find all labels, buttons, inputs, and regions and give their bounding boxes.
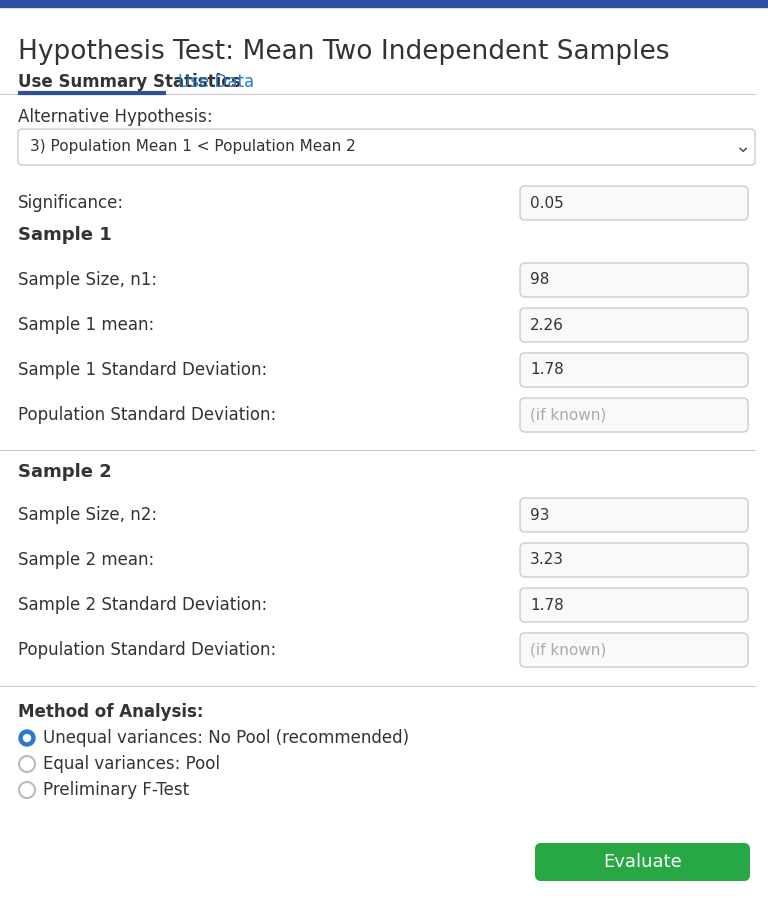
Text: (if known): (if known)	[530, 642, 606, 657]
Text: Population Standard Deviation:: Population Standard Deviation:	[18, 406, 276, 424]
Text: Sample Size, n2:: Sample Size, n2:	[18, 506, 157, 524]
Text: Preliminary F-Test: Preliminary F-Test	[43, 781, 189, 799]
FancyBboxPatch shape	[520, 263, 748, 297]
FancyBboxPatch shape	[520, 398, 748, 432]
Text: Evaluate: Evaluate	[603, 853, 682, 871]
Text: Significance:: Significance:	[18, 194, 124, 212]
FancyBboxPatch shape	[520, 633, 748, 667]
Text: 1.78: 1.78	[530, 363, 564, 377]
FancyBboxPatch shape	[520, 543, 748, 577]
FancyBboxPatch shape	[18, 129, 755, 165]
Text: Sample 2: Sample 2	[18, 463, 112, 481]
Text: 2.26: 2.26	[530, 318, 564, 332]
Circle shape	[19, 782, 35, 798]
Bar	[0, 0, 768, 7]
Text: Sample Size, n1:: Sample Size, n1:	[18, 271, 157, 289]
Text: Sample 1 Standard Deviation:: Sample 1 Standard Deviation:	[18, 361, 267, 379]
FancyBboxPatch shape	[520, 588, 748, 622]
Text: Unequal variances: No Pool (recommended): Unequal variances: No Pool (recommended)	[43, 729, 409, 747]
Text: Hypothesis Test: Mean Two Independent Samples: Hypothesis Test: Mean Two Independent Sa…	[18, 39, 670, 65]
Text: Sample 1 mean:: Sample 1 mean:	[18, 316, 154, 334]
Circle shape	[19, 730, 35, 746]
Text: Equal variances: Pool: Equal variances: Pool	[43, 755, 220, 773]
Text: Use Data: Use Data	[178, 73, 254, 91]
Text: Alternative Hypothesis:: Alternative Hypothesis:	[18, 108, 213, 126]
Circle shape	[24, 735, 31, 742]
Text: 1.78: 1.78	[530, 597, 564, 612]
Circle shape	[19, 756, 35, 772]
Text: Sample 2 Standard Deviation:: Sample 2 Standard Deviation:	[18, 596, 267, 614]
Text: Use Summary Statistics: Use Summary Statistics	[18, 73, 241, 91]
Text: Sample 1: Sample 1	[18, 226, 112, 244]
Text: Population Standard Deviation:: Population Standard Deviation:	[18, 641, 276, 659]
Text: (if known): (if known)	[530, 408, 606, 422]
Text: 0.05: 0.05	[530, 196, 564, 210]
FancyBboxPatch shape	[535, 843, 750, 881]
Text: Method of Analysis:: Method of Analysis:	[18, 703, 204, 721]
Text: Sample 2 mean:: Sample 2 mean:	[18, 551, 154, 569]
Text: 98: 98	[530, 272, 549, 287]
FancyBboxPatch shape	[520, 498, 748, 532]
Text: ⌄: ⌄	[733, 137, 750, 156]
FancyBboxPatch shape	[520, 186, 748, 220]
FancyBboxPatch shape	[520, 353, 748, 387]
Text: 93: 93	[530, 507, 549, 523]
FancyBboxPatch shape	[520, 308, 748, 342]
Text: 3) Population Mean 1 < Population Mean 2: 3) Population Mean 1 < Population Mean 2	[30, 139, 356, 154]
Text: 3.23: 3.23	[530, 552, 564, 568]
